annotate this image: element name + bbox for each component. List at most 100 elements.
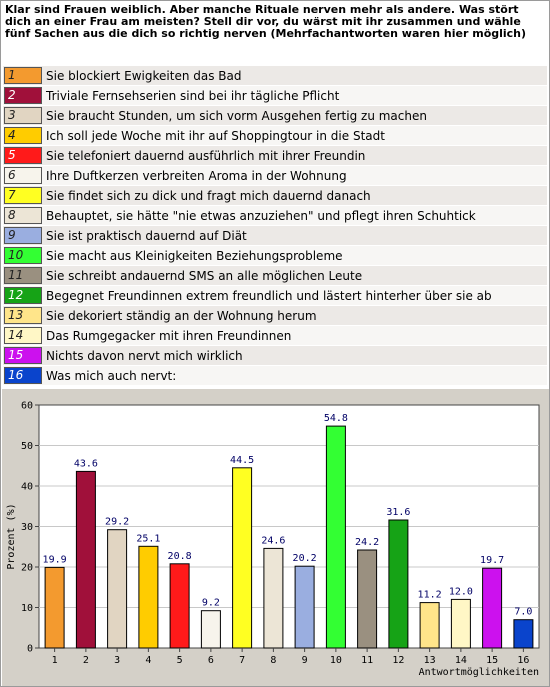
bar [44, 566, 65, 649]
legend-answer-text: Sie ist praktisch dauernd auf Diät [46, 228, 247, 243]
legend-answer-text: Sie telefoniert dauernd ausführlich mit … [46, 148, 366, 163]
x-tick-label: 11 [361, 655, 373, 666]
legend-number-swatch: 8 [4, 207, 42, 224]
legend-answer-text: Sie blockiert Ewigkeiten das Bad [46, 68, 242, 83]
legend-number-swatch: 12 [4, 287, 42, 304]
bar [200, 610, 221, 649]
legend-number-swatch: 6 [4, 167, 42, 184]
bar-chart: 0 10 20 30 40 50 60 19.9 1 43.6 2 29.2 3 25.1 4 20.8 5 9.… [6, 401, 540, 678]
bar-value-label: 20.2 [293, 553, 317, 564]
bar-value-label: 19.9 [43, 554, 67, 565]
legend-number-swatch: 11 [4, 267, 42, 284]
bar-value-label: 24.2 [355, 537, 379, 548]
x-tick-label: 1 [52, 655, 58, 666]
bar-value-label: 12.0 [449, 586, 473, 597]
legend-answer-text: Sie dekoriert ständig an der Wohnung her… [46, 308, 317, 323]
bar-value-label: 31.6 [386, 507, 410, 518]
bar [232, 467, 253, 649]
y-tick-label: 30 [21, 522, 33, 533]
legend-row: 12 Begegnet Freundinnen extrem freundlich… [3, 286, 547, 306]
answer-legend: 1 Sie blockiert Ewigkeiten das Bad 2 Trivia… [3, 66, 547, 386]
legend-answer-text: Ich soll jede Woche mit ihr auf Shopping… [46, 128, 385, 143]
x-tick-label: 13 [424, 655, 436, 666]
legend-row: 2 Triviale Fernsehserien sind bei ihr täg… [3, 86, 547, 106]
legend-answer-text: Ihre Duftkerzen verbreiten Aroma in der … [46, 168, 347, 183]
bar [419, 602, 440, 649]
legend-answer-text: Triviale Fernsehserien sind bei ihr tägl… [46, 88, 340, 103]
legend-answer-text: Sie macht aus Kleinigkeiten Beziehungspr… [46, 248, 343, 263]
bar-value-label: 24.6 [261, 535, 285, 546]
legend-number-swatch: 9 [4, 227, 42, 244]
x-tick-label: 14 [455, 655, 467, 666]
x-tick-label: 12 [392, 655, 404, 666]
legend-number-swatch: 4 [4, 127, 42, 144]
x-tick-label: 7 [239, 655, 245, 666]
x-tick-label: 9 [302, 655, 308, 666]
legend-row: 9 Sie ist praktisch dauernd auf Diät [3, 226, 547, 246]
bar-value-label: 54.8 [324, 413, 348, 424]
bar [325, 425, 346, 649]
x-tick-label: 15 [486, 655, 498, 666]
x-tick-label: 16 [517, 655, 529, 666]
legend-number-swatch: 7 [4, 187, 42, 204]
legend-number-swatch: 5 [4, 147, 42, 164]
bar [294, 565, 315, 649]
legend-number-swatch: 2 [4, 87, 42, 104]
y-tick-label: 20 [21, 563, 33, 574]
legend-number-swatch: 1 [4, 67, 42, 84]
legend-row: 4 Ich soll jede Woche mit ihr auf Shoppin… [3, 126, 547, 146]
x-tick-label: 6 [208, 655, 214, 666]
question-text: Klar sind Frauen weiblich. Aber manche R… [5, 3, 527, 40]
x-tick-label: 8 [270, 655, 276, 666]
legend-row: 14 Das Rumgegacker mit ihren Freundinnen [3, 326, 547, 346]
legend-number-swatch: 16 [4, 367, 42, 384]
legend-row: 8 Behauptet, sie hätte "nie etwas anzuzie… [3, 206, 547, 226]
bar [513, 619, 534, 649]
x-tick-label: 5 [177, 655, 183, 666]
bar-value-label: 44.5 [230, 455, 254, 466]
legend-answer-text: Sie findet sich zu dick und fragt mich d… [46, 188, 371, 203]
legend-row: 5 Sie telefoniert dauernd ausführlich mit… [3, 146, 547, 166]
x-tick-label: 3 [114, 655, 120, 666]
x-tick-label: 2 [83, 655, 89, 666]
legend-row: 16 Was mich auch nervt: [3, 366, 547, 386]
legend-row: 15 Nichts davon nervt mich wirklich [3, 346, 547, 366]
legend-answer-text: Das Rumgegacker mit ihren Freundinnen [46, 328, 292, 343]
bar-value-label: 25.1 [136, 533, 160, 544]
legend-answer-text: Begegnet Freundinnen extrem freundlich u… [46, 288, 492, 303]
legend-row: 6 Ihre Duftkerzen verbreiten Aroma in der… [3, 166, 547, 186]
legend-number-swatch: 3 [4, 107, 42, 124]
legend-answer-text: Sie schreibt andauernd SMS an alle mögli… [46, 268, 363, 283]
y-tick-label: 10 [21, 603, 33, 614]
legend-number-swatch: 13 [4, 307, 42, 324]
y-tick-label: 60 [21, 401, 33, 412]
y-tick-label: 50 [21, 441, 33, 452]
legend-number-swatch: 14 [4, 327, 42, 344]
bar [75, 470, 96, 649]
legend-answer-text: Sie braucht Stunden, um sich vorm Ausgeh… [46, 108, 427, 123]
y-tick-label: 0 [27, 644, 33, 655]
bar-value-label: 43.6 [74, 458, 98, 469]
bar [138, 545, 159, 649]
legend-number-swatch: 15 [4, 347, 42, 364]
bar [357, 549, 378, 649]
bar [450, 598, 471, 649]
legend-answer-text: Behauptet, sie hätte "nie etwas anzuzieh… [46, 208, 476, 223]
bar-value-label: 20.8 [168, 551, 192, 562]
bar [482, 567, 503, 649]
legend-answer-text: Was mich auch nervt: [46, 368, 177, 383]
legend-row: 13 Sie dekoriert ständig an der Wohnung h… [3, 306, 547, 326]
legend-row: 11 Sie schreibt andauernd SMS an alle mög… [3, 266, 547, 286]
bar [388, 519, 409, 649]
bar-value-label: 19.7 [480, 555, 504, 566]
legend-row: 10 Sie macht aus Kleinigkeiten Beziehungs… [3, 246, 547, 266]
bar [169, 563, 190, 649]
legend-row: 3 Sie braucht Stunden, um sich vorm Ausge… [3, 106, 547, 126]
y-tick-label: 40 [21, 482, 33, 493]
bar-value-label: 11.2 [418, 590, 442, 601]
x-tick-label: 4 [145, 655, 151, 666]
x-axis-title: Antwortmöglichkeiten [419, 667, 539, 678]
legend-row: 1 Sie blockiert Ewigkeiten das Bad [3, 66, 547, 86]
bar [263, 547, 284, 649]
